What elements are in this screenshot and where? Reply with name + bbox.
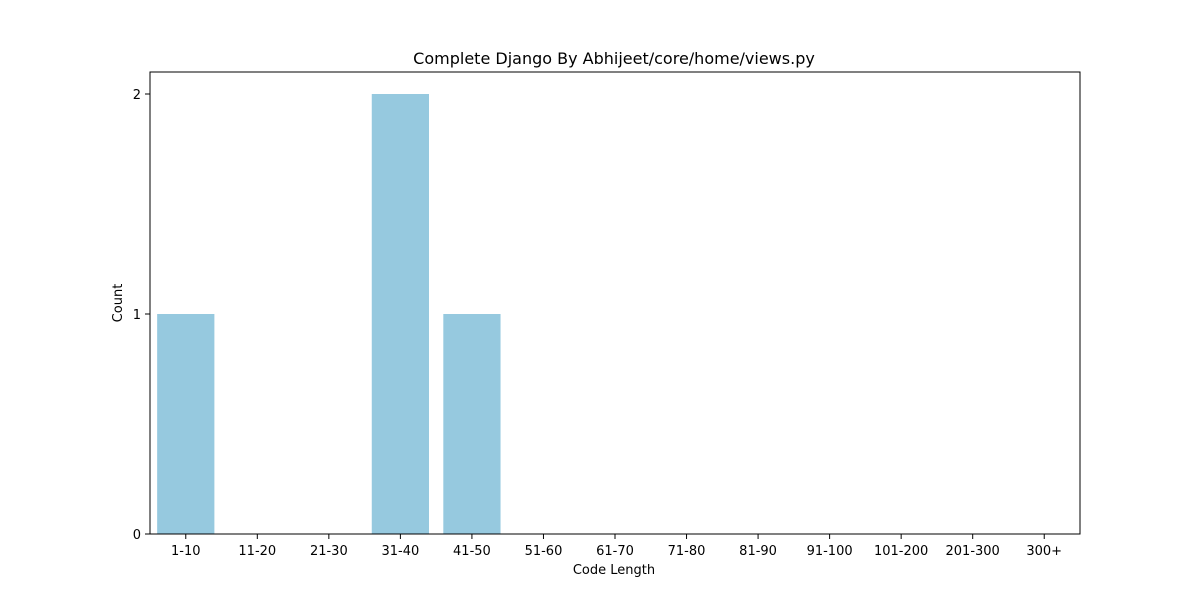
x-tick-label: 61-70 — [596, 544, 634, 559]
plot-frame — [149, 71, 1081, 535]
y-tick-label: 0 — [133, 528, 141, 543]
x-tick-label: 51-60 — [525, 544, 563, 559]
x-tick-label: 201-300 — [946, 544, 1000, 559]
x-tick-label: 31-40 — [381, 544, 419, 559]
x-tick-label: 71-80 — [668, 544, 706, 559]
y-tick-label: 2 — [133, 88, 141, 103]
x-tick-label: 91-100 — [807, 544, 853, 559]
bars-group — [157, 94, 501, 534]
x-axis: 1-10 11-20 21-30 31-40 41-50 51-60 61-70 71-80 8… — [171, 534, 1062, 559]
x-axis-label: Code Length — [573, 563, 655, 578]
x-tick-label: 1-10 — [171, 544, 201, 559]
y-tick-label: 1 — [133, 308, 141, 323]
x-tick-label: 101-200 — [874, 544, 928, 559]
x-tick-label: 21-30 — [310, 544, 348, 559]
x-tick-label: 11-20 — [238, 544, 276, 559]
bar-31-40 — [371, 94, 429, 534]
bar-1-10 — [157, 314, 215, 534]
x-tick-label: 81-90 — [739, 544, 777, 559]
chart-title: Complete Django By Abhijeet/core/home/vi… — [413, 49, 815, 68]
y-axis: 0 1 2 — [133, 88, 150, 543]
x-tick-label: 300+ — [1026, 544, 1062, 559]
bar-41-50 — [443, 314, 501, 534]
x-tick-label: 41-50 — [453, 544, 491, 559]
y-axis-label: Count — [111, 284, 126, 323]
